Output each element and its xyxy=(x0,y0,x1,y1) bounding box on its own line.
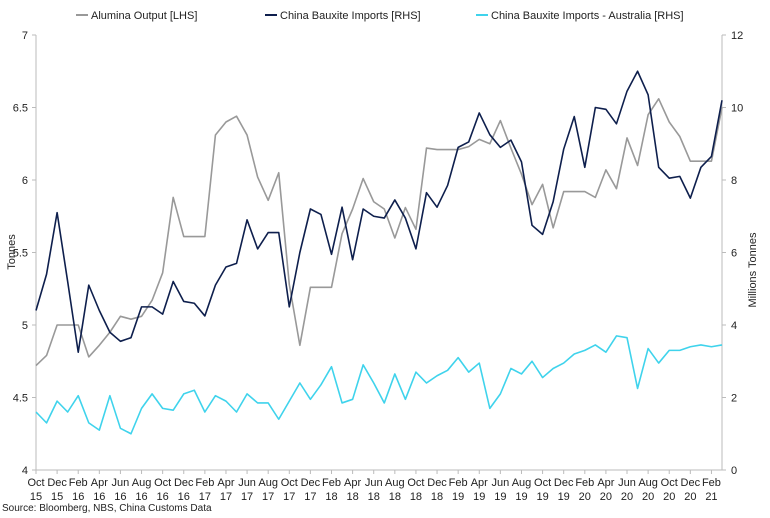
x-tick-label-month: Oct xyxy=(281,477,298,489)
x-tick-label-month: Apr xyxy=(91,477,108,489)
right-tick-label: 10 xyxy=(731,103,743,115)
left-tick-label: 6.5 xyxy=(13,103,28,115)
x-axis-ticks: Oct 15 Dec 15 Feb 16 Apr 16 Jun 16 Aug 16 Oct 16 Dec 16… xyxy=(27,470,721,503)
x-tick-label-year: 15 xyxy=(51,491,63,503)
x-tick-label-year: 18 xyxy=(431,491,443,503)
x-tick-label-month: Apr xyxy=(217,477,234,489)
series-line-2 xyxy=(35,335,723,435)
x-tick-label-month: Oct xyxy=(534,477,551,489)
x-tick-label-year: 18 xyxy=(410,491,422,503)
x-tick-label-year: 16 xyxy=(135,491,147,503)
series-line-1 xyxy=(35,70,723,353)
x-tick-label-month: Oct xyxy=(407,477,424,489)
x-tick-label-year: 17 xyxy=(220,491,232,503)
left-tick-label: 7 xyxy=(22,30,28,42)
legend-label-1: China Bauxite Imports [RHS] xyxy=(280,10,421,22)
x-tick-label-month: Dec xyxy=(681,477,701,489)
series-lines xyxy=(35,70,723,435)
right-tick-label: 8 xyxy=(731,175,737,187)
x-tick-label-month: Aug xyxy=(638,477,658,489)
x-tick-label-month: Jun xyxy=(491,477,509,489)
right-tick-label: 0 xyxy=(731,465,737,477)
x-tick-label-month: Dec xyxy=(554,477,574,489)
right-axis-ticks: 0 2 4 6 8 10 12 xyxy=(722,30,743,477)
x-tick-label-month: Feb xyxy=(702,477,721,489)
left-tick-label: 6 xyxy=(22,175,28,187)
legend-label-0: Alumina Output [LHS] xyxy=(91,10,197,22)
legend: Alumina Output [LHS] China Bauxite Import… xyxy=(76,10,684,22)
x-tick-label-year: 16 xyxy=(114,491,126,503)
x-tick-label-year: 18 xyxy=(325,491,337,503)
x-tick-label-year: 20 xyxy=(642,491,654,503)
x-tick-label-month: Jun xyxy=(238,477,256,489)
x-tick-label-month: Jun xyxy=(618,477,636,489)
x-tick-label-month: Feb xyxy=(575,477,594,489)
right-tick-label: 2 xyxy=(731,393,737,405)
x-tick-label-year: 17 xyxy=(241,491,253,503)
x-tick-label-year: 19 xyxy=(473,491,485,503)
x-tick-label-year: 16 xyxy=(178,491,190,503)
left-tick-label: 4 xyxy=(22,465,28,477)
x-tick-label-month: Feb xyxy=(195,477,214,489)
x-tick-label-year: 16 xyxy=(157,491,169,503)
left-tick-label: 5 xyxy=(22,320,28,332)
x-tick-label-month: Apr xyxy=(597,477,614,489)
x-tick-label-month: Feb xyxy=(69,477,88,489)
series-line-0 xyxy=(35,98,723,367)
source-note: Source: Bloomberg, NBS, China Customs Da… xyxy=(2,503,212,514)
left-tick-label: 4.5 xyxy=(13,393,28,405)
x-tick-label-month: Jun xyxy=(365,477,383,489)
x-tick-label-month: Jun xyxy=(112,477,130,489)
x-tick-label-year: 17 xyxy=(283,491,295,503)
x-tick-label-year: 20 xyxy=(579,491,591,503)
right-tick-label: 6 xyxy=(731,248,737,260)
x-tick-label-year: 20 xyxy=(600,491,612,503)
x-tick-label-month: Aug xyxy=(258,477,278,489)
x-tick-label-month: Dec xyxy=(47,477,67,489)
x-tick-label-month: Feb xyxy=(322,477,341,489)
left-tick-label: 5.5 xyxy=(13,248,28,260)
x-tick-label-month: Aug xyxy=(132,477,152,489)
x-tick-label-year: 18 xyxy=(368,491,380,503)
x-tick-label-month: Dec xyxy=(427,477,447,489)
x-tick-label-year: 21 xyxy=(705,491,717,503)
x-tick-label-month: Oct xyxy=(27,477,44,489)
right-tick-label: 4 xyxy=(731,320,737,332)
x-tick-label-year: 17 xyxy=(304,491,316,503)
x-tick-label-year: 19 xyxy=(494,491,506,503)
x-tick-label-year: 19 xyxy=(536,491,548,503)
x-tick-label-month: Apr xyxy=(344,477,361,489)
right-tick-label: 12 xyxy=(731,30,743,42)
x-tick-label-month: Oct xyxy=(661,477,678,489)
x-tick-label-month: Apr xyxy=(471,477,488,489)
x-tick-label-month: Aug xyxy=(512,477,532,489)
left-axis-title: Tonnes xyxy=(6,234,18,270)
x-tick-label-year: 20 xyxy=(621,491,633,503)
left-axis-ticks: 4 4.5 5 5.5 6 6.5 7 xyxy=(13,30,36,477)
x-tick-label-year: 19 xyxy=(452,491,464,503)
x-tick-label-year: 19 xyxy=(515,491,527,503)
x-tick-label-year: 17 xyxy=(262,491,274,503)
x-tick-label-year: 20 xyxy=(663,491,675,503)
x-tick-label-year: 15 xyxy=(30,491,42,503)
x-tick-label-year: 20 xyxy=(684,491,696,503)
x-tick-label-month: Aug xyxy=(385,477,405,489)
axes xyxy=(35,35,723,471)
x-tick-label-month: Dec xyxy=(301,477,321,489)
x-tick-label-month: Feb xyxy=(449,477,468,489)
x-tick-label-year: 16 xyxy=(72,491,84,503)
right-axis-title: Millions Tonnes xyxy=(747,232,759,308)
x-tick-label-year: 18 xyxy=(389,491,401,503)
x-tick-label-year: 19 xyxy=(558,491,570,503)
x-tick-label-year: 16 xyxy=(93,491,105,503)
x-tick-label-month: Oct xyxy=(154,477,171,489)
x-tick-label-month: Dec xyxy=(174,477,194,489)
x-tick-label-year: 17 xyxy=(199,491,211,503)
x-tick-label-year: 18 xyxy=(346,491,358,503)
legend-label-2: China Bauxite Imports - Australia [RHS] xyxy=(491,10,684,22)
